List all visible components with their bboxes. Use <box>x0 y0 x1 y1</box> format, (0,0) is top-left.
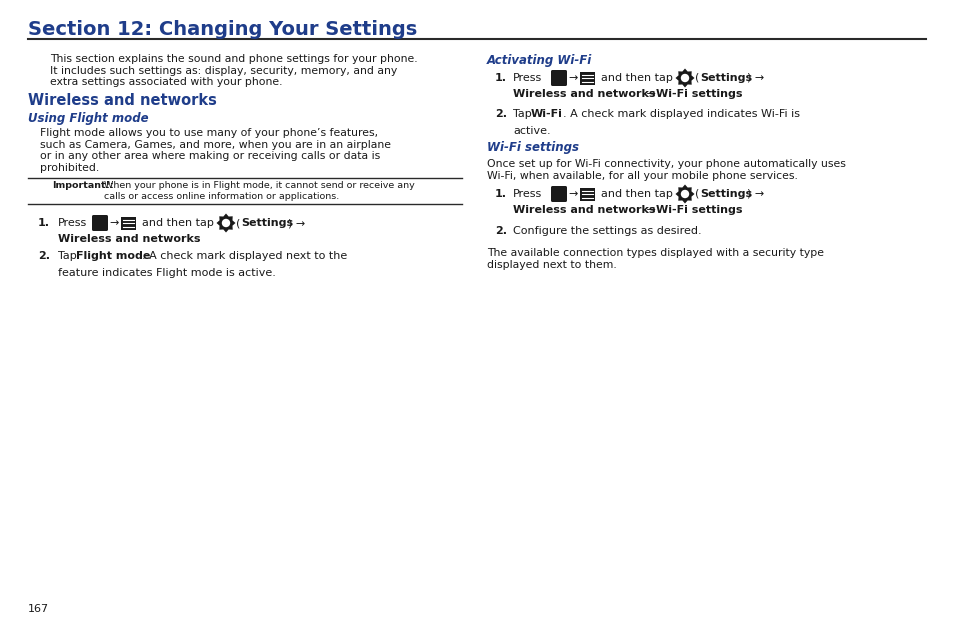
Text: Flight mode: Flight mode <box>76 251 151 261</box>
Text: Once set up for Wi-Fi connectivity, your phone automatically uses
Wi-Fi, when av: Once set up for Wi-Fi connectivity, your… <box>486 159 845 181</box>
Polygon shape <box>675 184 694 204</box>
Circle shape <box>680 191 688 198</box>
Text: Wi-Fi settings: Wi-Fi settings <box>656 205 741 215</box>
Text: Tap: Tap <box>513 109 535 119</box>
Text: 1.: 1. <box>495 189 506 199</box>
Text: (: ( <box>695 189 699 199</box>
Text: →: → <box>568 189 578 199</box>
Text: . A check mark displayed next to the: . A check mark displayed next to the <box>142 251 347 261</box>
Text: Wireless and networks: Wireless and networks <box>513 205 655 215</box>
Bar <box>579 71 595 85</box>
Text: and then tap: and then tap <box>600 189 672 199</box>
Text: Settings: Settings <box>700 189 751 199</box>
Text: Flight mode allows you to use many of your phone’s features,
such as Camera, Gam: Flight mode allows you to use many of yo… <box>40 128 391 173</box>
FancyBboxPatch shape <box>91 215 108 231</box>
Text: →: → <box>568 73 578 83</box>
Text: Important!:: Important!: <box>52 181 113 190</box>
Text: 1.: 1. <box>38 218 50 228</box>
Circle shape <box>680 74 688 81</box>
Text: .: . <box>737 89 740 99</box>
Text: Settings: Settings <box>241 218 293 228</box>
Polygon shape <box>675 69 694 88</box>
Text: and then tap: and then tap <box>600 73 672 83</box>
Text: 167: 167 <box>28 604 49 614</box>
Circle shape <box>222 219 230 226</box>
Text: Activating Wi-Fi: Activating Wi-Fi <box>486 54 592 67</box>
Text: →: → <box>642 89 659 99</box>
FancyBboxPatch shape <box>551 70 566 86</box>
Text: and then tap: and then tap <box>142 218 213 228</box>
Text: The available connection types displayed with a security type
displayed next to : The available connection types displayed… <box>486 248 823 270</box>
Text: Wi-Fi settings: Wi-Fi settings <box>656 89 741 99</box>
FancyBboxPatch shape <box>551 186 566 202</box>
Text: This section explains the sound and phone settings for your phone.
It includes s: This section explains the sound and phon… <box>50 54 417 87</box>
Text: calls or access online information or applications.: calls or access online information or ap… <box>104 192 339 201</box>
Text: Press: Press <box>513 73 541 83</box>
Text: 2.: 2. <box>38 251 50 261</box>
Text: ) →: ) → <box>746 73 763 83</box>
Text: .: . <box>737 205 740 215</box>
Bar <box>121 216 136 230</box>
Text: 2.: 2. <box>495 226 506 236</box>
Text: feature indicates Flight mode is active.: feature indicates Flight mode is active. <box>58 268 275 278</box>
Text: . A check mark displayed indicates Wi-Fi is: . A check mark displayed indicates Wi-Fi… <box>562 109 800 119</box>
Text: Tap: Tap <box>58 251 80 261</box>
Text: 1.: 1. <box>495 73 506 83</box>
Text: Configure the settings as desired.: Configure the settings as desired. <box>513 226 700 236</box>
Bar <box>579 188 595 200</box>
Text: ) →: ) → <box>746 189 763 199</box>
Text: Press: Press <box>58 218 87 228</box>
Text: Settings: Settings <box>700 73 751 83</box>
Text: When your phone is in Flight mode, it cannot send or receive any: When your phone is in Flight mode, it ca… <box>104 181 415 190</box>
Text: Wi-Fi settings: Wi-Fi settings <box>486 141 578 154</box>
Text: Section 12: Changing Your Settings: Section 12: Changing Your Settings <box>28 20 416 39</box>
Text: Press: Press <box>513 189 541 199</box>
Text: Wi-Fi: Wi-Fi <box>531 109 562 119</box>
Text: .: . <box>195 234 199 244</box>
Text: (: ( <box>695 73 699 83</box>
Text: →: → <box>642 205 659 215</box>
Text: 2.: 2. <box>495 109 506 119</box>
Polygon shape <box>216 214 235 233</box>
Text: Wireless and networks: Wireless and networks <box>58 234 200 244</box>
Text: Using Flight mode: Using Flight mode <box>28 112 149 125</box>
Text: →: → <box>110 218 118 228</box>
Text: Wireless and networks: Wireless and networks <box>28 93 216 108</box>
Text: active.: active. <box>513 126 550 136</box>
Text: (: ( <box>235 218 240 228</box>
Text: ) →: ) → <box>288 218 305 228</box>
Text: Wireless and networks: Wireless and networks <box>513 89 655 99</box>
